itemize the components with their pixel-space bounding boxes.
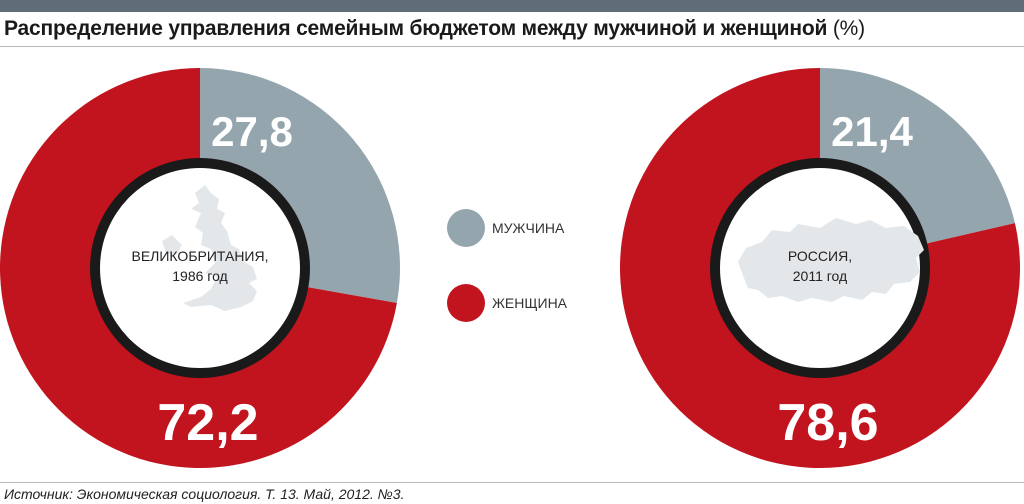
- legend-label-man: МУЖЧИНА: [492, 220, 565, 236]
- title-unit: (%): [832, 17, 865, 40]
- center-label-russia-country: РОССИЯ,: [788, 248, 852, 264]
- center-uk: [100, 168, 300, 368]
- center-label-uk-country: ВЕЛИКОБРИТАНИЯ,: [132, 248, 269, 264]
- center-label-uk-year: 1986 год: [172, 268, 227, 284]
- legend-label-woman: ЖЕНЩИНА: [492, 295, 568, 311]
- donut-uk: ВЕЛИКОБРИТАНИЯ, 1986 год 27,8 72,2: [0, 68, 400, 468]
- source-note: Источник: Экономическая социология. Т. 1…: [4, 486, 405, 502]
- title-rule: [0, 46, 1024, 47]
- legend-swatch-man: [447, 209, 485, 247]
- title-text: Распределение управления семейным бюджет…: [4, 17, 828, 40]
- top-bar: [0, 0, 1024, 12]
- legend-swatch-woman: [447, 284, 485, 322]
- value-label-man-uk: 27,8: [211, 108, 293, 155]
- chart-title: Распределение управления семейным бюджет…: [4, 17, 865, 41]
- legend: МУЖЧИНА ЖЕНЩИНА: [447, 209, 568, 322]
- value-label-man-russia: 21,4: [831, 108, 913, 155]
- center-label-russia-year: 2011 год: [793, 268, 847, 284]
- source-rule: [0, 482, 1024, 483]
- uk-map-icon: [162, 185, 257, 311]
- value-label-woman-uk: 72,2: [157, 394, 258, 452]
- donut-russia: РОССИЯ, 2011 год 21,4 78,6: [620, 68, 1021, 469]
- value-label-woman-russia: 78,6: [777, 394, 878, 452]
- russia-map-icon: [738, 218, 924, 302]
